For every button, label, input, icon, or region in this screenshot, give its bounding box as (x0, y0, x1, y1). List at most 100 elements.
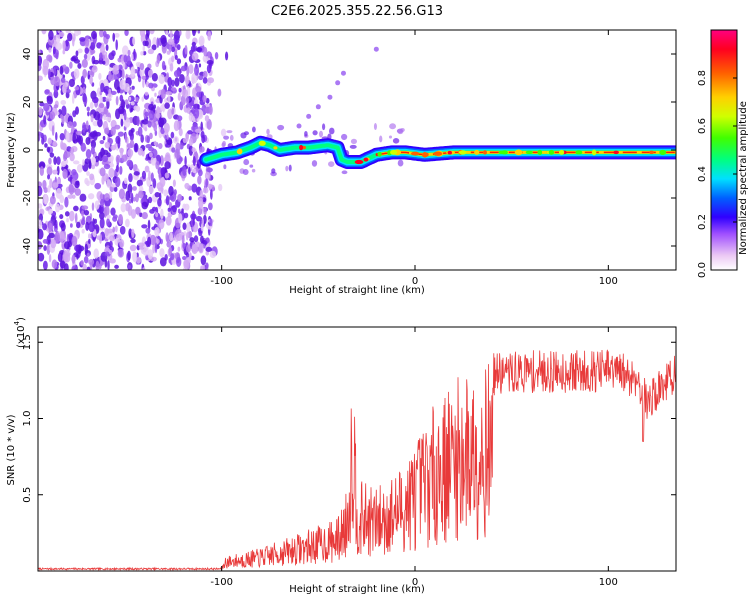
noise-blob (142, 267, 146, 270)
noise-blob (163, 122, 170, 134)
noise-blob (165, 91, 172, 96)
noise-blob (123, 177, 128, 185)
noise-blob (85, 149, 92, 159)
noise-blob (107, 156, 113, 162)
noise-blob (91, 65, 98, 73)
noise-blob (194, 85, 202, 93)
noise-blob (118, 64, 123, 70)
noise-blob (191, 147, 196, 153)
noise-blob (60, 99, 67, 105)
noise-blob (397, 128, 404, 135)
noise-blob (114, 124, 121, 130)
noise-blob (49, 195, 56, 205)
noise-blob (202, 95, 207, 103)
noise-blob (130, 127, 135, 133)
noise-blob (373, 123, 377, 131)
noise-blob (152, 178, 157, 189)
noise-blob (142, 78, 145, 88)
noise-blob (103, 163, 111, 170)
noise-blob (41, 30, 47, 35)
noise-blob (84, 158, 90, 165)
noise-blob (49, 152, 55, 158)
noise-blob (114, 264, 119, 269)
noise-blob (69, 223, 73, 228)
noise-blob (119, 239, 125, 249)
noise-blob (110, 207, 116, 216)
noise-blob (141, 75, 147, 80)
noise-blob (173, 189, 177, 196)
noise-blob (156, 54, 161, 64)
noise-blob (150, 172, 154, 182)
noise-blob (130, 107, 134, 112)
noise-blob (288, 164, 292, 172)
noise-blob (191, 244, 199, 255)
noise-blob (207, 183, 213, 189)
noise-blob (57, 30, 61, 34)
noise-blob (72, 132, 77, 144)
noise-blob (99, 95, 103, 105)
noise-blob (182, 165, 187, 177)
noise-blob (192, 87, 196, 97)
noise-blob (167, 207, 171, 212)
noise-blob (103, 114, 107, 121)
noise-blob (190, 213, 197, 220)
noise-blob (112, 64, 120, 70)
noise-blob (117, 248, 124, 258)
noise-blob (59, 132, 65, 141)
noise-blob (163, 156, 170, 162)
x-tick-label: 100 (599, 276, 618, 287)
ridge-hotspot (421, 151, 428, 158)
noise-blob (95, 260, 100, 270)
noise-blob (169, 232, 174, 242)
noise-blob (160, 183, 164, 195)
noise-blob (89, 101, 94, 110)
noise-blob (147, 69, 153, 78)
noise-blob (55, 34, 61, 44)
noise-blob (133, 48, 136, 60)
noise-blob (142, 247, 150, 256)
noise-blob (104, 227, 109, 237)
noise-blob (86, 266, 91, 270)
noise-blob (166, 235, 170, 244)
noise-blob (173, 70, 181, 78)
noise-blob (144, 40, 149, 47)
noise-blob (42, 179, 47, 190)
noise-blob (81, 58, 88, 68)
noise-blob (104, 205, 110, 217)
noise-blob (128, 173, 133, 183)
noise-blob (169, 63, 174, 72)
noise-blob (104, 251, 110, 257)
noise-blob (159, 248, 165, 258)
noise-blob (94, 182, 102, 190)
snr-panel: -100 0 100 0.5 1.0 1.5 Height of straight li… (6, 317, 677, 595)
ridge-hotspot (354, 159, 364, 165)
noise-blob (102, 30, 107, 38)
noise-blob (72, 121, 77, 128)
noise-blob (195, 47, 203, 52)
noise-blob (81, 205, 89, 210)
ridge-hotspot (514, 149, 523, 156)
noise-blob (341, 133, 348, 141)
noise-blob (92, 59, 100, 65)
noise-blob (139, 212, 143, 218)
noise-blob (82, 263, 87, 270)
noise-blob (186, 131, 189, 142)
feature-blob (296, 123, 302, 129)
noise-blob (89, 76, 93, 85)
noise-blob (202, 187, 209, 194)
noise-blob (82, 92, 87, 103)
noise-blob (175, 256, 182, 268)
noise-blob (128, 264, 131, 270)
noise-blob (167, 108, 173, 120)
noise-blob (388, 135, 393, 139)
noise-blob (47, 174, 51, 180)
noise-blob (195, 215, 203, 222)
noise-blob (64, 196, 69, 208)
y-tick-label: 0 (22, 147, 33, 153)
noise-blob (81, 219, 86, 226)
noise-blob (194, 65, 200, 76)
noise-blob (198, 243, 204, 254)
noise-blob (186, 232, 189, 238)
noise-blob (109, 240, 113, 248)
